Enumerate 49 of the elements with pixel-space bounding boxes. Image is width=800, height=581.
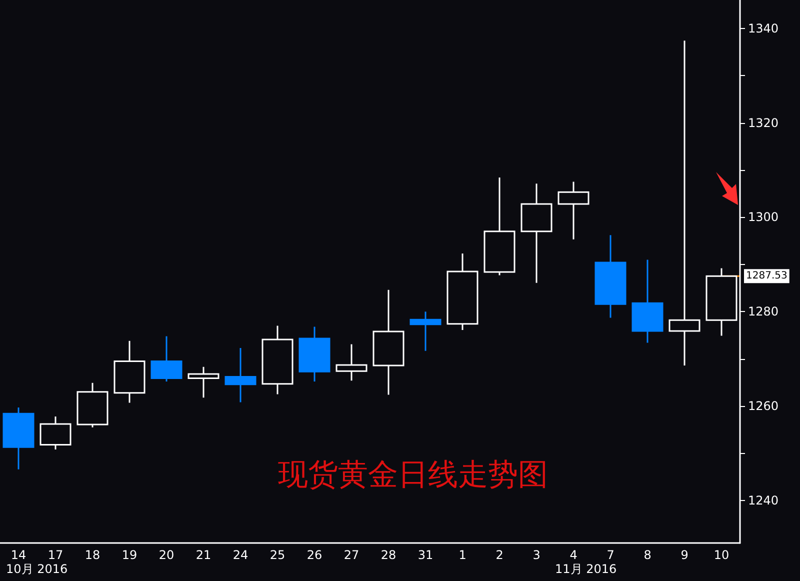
text: 10月 2016	[6, 562, 68, 576]
candlestick	[40, 416, 72, 450]
candlestick	[2, 406, 34, 470]
x-tick-label: 10	[714, 548, 730, 562]
x-tick-label: 8	[644, 548, 652, 562]
candlestick	[594, 234, 626, 319]
candlestick	[632, 258, 664, 344]
x-tick-label: 17	[48, 548, 64, 562]
candlestick	[668, 40, 700, 366]
y-tick-label: 1240	[748, 494, 779, 508]
candlestick	[336, 343, 368, 382]
x-tick-label: 28	[380, 548, 396, 562]
candlestick	[188, 366, 220, 398]
y-tick-label: 1280	[748, 304, 779, 319]
candlestick	[150, 335, 182, 382]
y-tick-label: 1340	[748, 21, 779, 36]
annotation: 现货黄金日线走势图	[278, 458, 548, 492]
candlestick	[446, 252, 478, 331]
x-tick-label: 19	[122, 548, 138, 562]
x-tick-label: 31	[418, 548, 434, 562]
x-tick-label: 21	[196, 548, 212, 562]
candlestick	[484, 176, 516, 276]
x-tick-label: 2	[496, 548, 504, 562]
text: 11月 2016	[555, 562, 617, 576]
candlestick	[520, 182, 552, 284]
candlestick	[76, 382, 108, 428]
x-tick-label: 4	[570, 548, 578, 562]
y-tick-label: 1300	[748, 210, 779, 224]
candlestick	[114, 340, 146, 404]
candlestick	[262, 325, 294, 396]
candlestick	[298, 326, 330, 382]
x-tick-label: 20	[158, 548, 174, 562]
y-tick-label: 1320	[748, 116, 779, 130]
candlestick	[372, 289, 404, 396]
x-tick-label: 9	[680, 548, 688, 562]
x-tick-label: 24	[232, 548, 248, 562]
x-tick-label: 26	[306, 548, 322, 562]
candlestick	[558, 181, 590, 240]
x-tick-label: 25	[270, 548, 286, 562]
x-tick-label: 1	[458, 548, 466, 562]
y-tick-label: 1260	[748, 399, 779, 414]
x-tick-label: 7	[606, 548, 614, 562]
x-tick-label: 27	[344, 548, 360, 562]
candlestick	[410, 310, 442, 352]
x-tick-label: 14	[10, 548, 26, 562]
candlestick	[224, 347, 256, 404]
ref-line-label: 1287.53	[746, 270, 788, 282]
x-tick-label: 3	[532, 548, 540, 562]
x-tick-label: 18	[84, 548, 100, 562]
